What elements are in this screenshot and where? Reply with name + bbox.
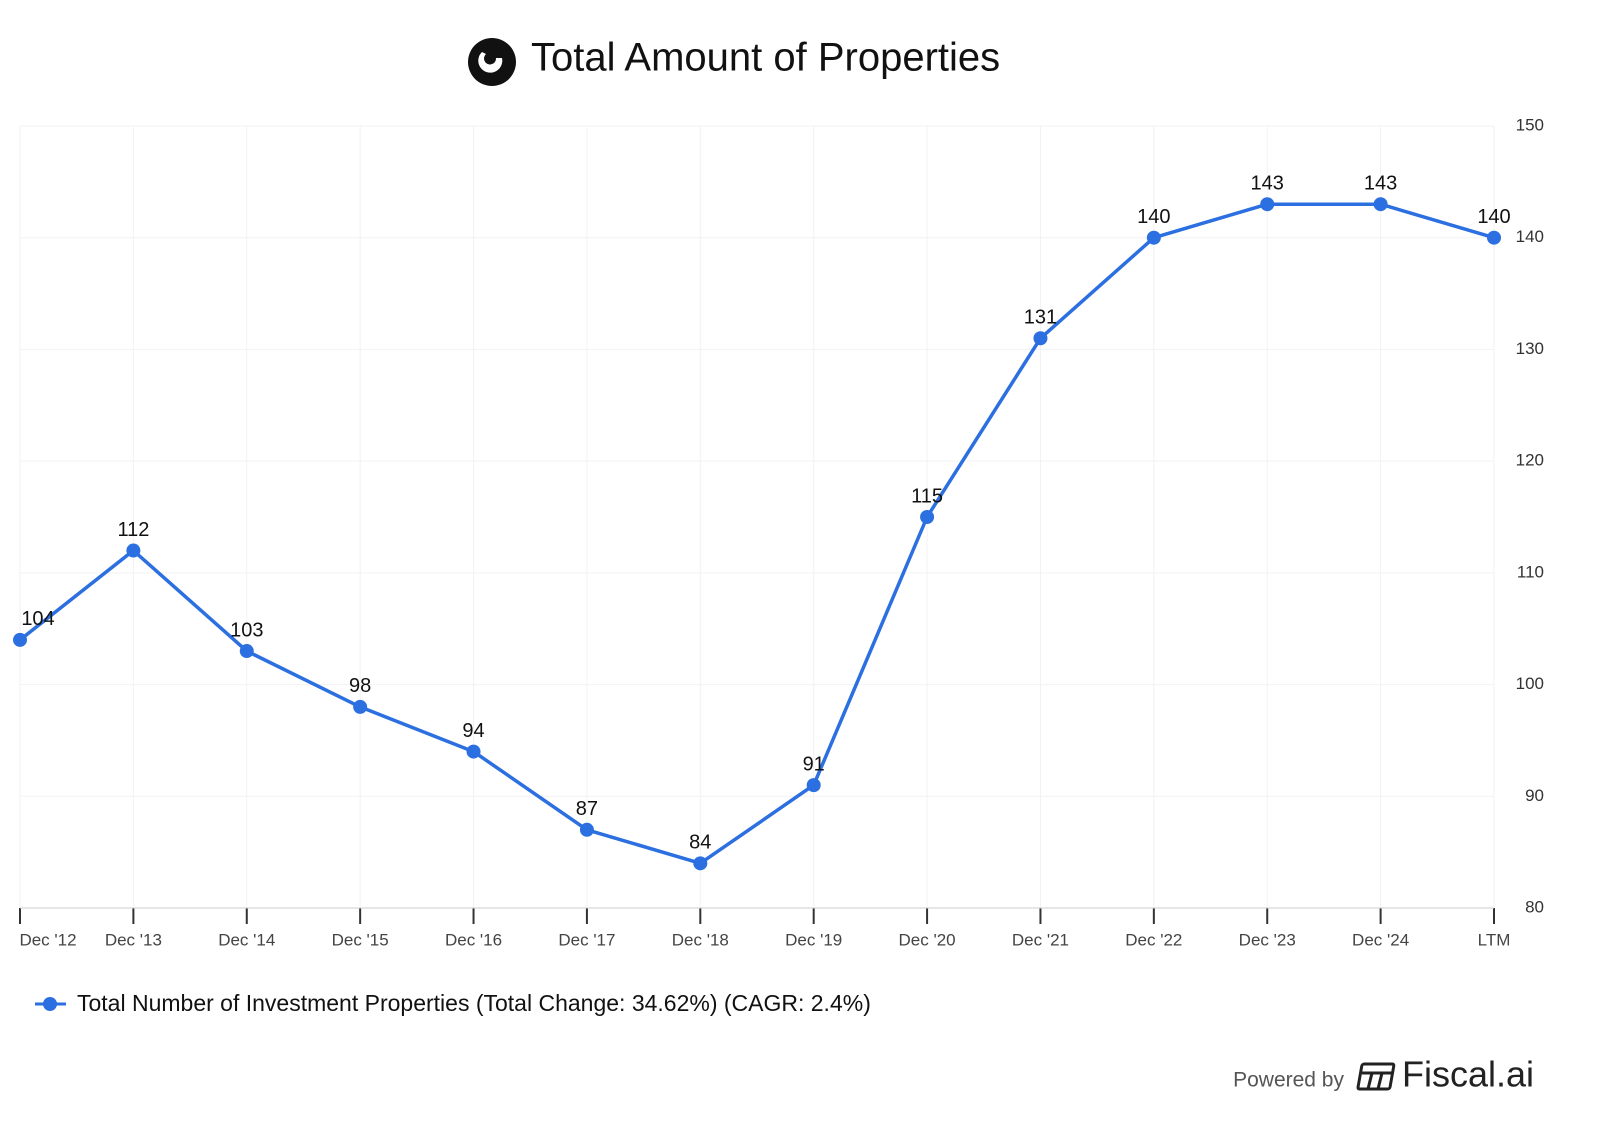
footer-brand: Fiscal.ai bbox=[1402, 1054, 1534, 1095]
series-line bbox=[18, 202, 1495, 866]
data-label: 98 bbox=[349, 675, 371, 697]
x-tick-label: Dec '24 bbox=[1352, 930, 1409, 949]
point bbox=[1487, 230, 1501, 245]
x-tick-label: Dec '17 bbox=[558, 930, 615, 949]
data-label: 115 bbox=[911, 485, 943, 507]
point bbox=[13, 632, 27, 647]
x-tick-label: Dec '19 bbox=[785, 930, 842, 949]
x-tick-label: Dec '22 bbox=[1125, 930, 1182, 949]
legend-marker bbox=[43, 997, 57, 1011]
x-tick-label: Dec '13 bbox=[105, 930, 162, 949]
x-tick-label: Dec '12 bbox=[19, 930, 76, 949]
data-label: 87 bbox=[576, 798, 598, 820]
y-tick-label: 90 bbox=[1525, 786, 1544, 805]
x-tick-label: Dec '18 bbox=[672, 930, 729, 949]
data-label: 140 bbox=[1137, 206, 1170, 228]
point bbox=[1373, 197, 1388, 212]
y-tick-label: 140 bbox=[1516, 227, 1544, 246]
footer-icon bbox=[1356, 1062, 1396, 1091]
y-tick-label: 130 bbox=[1516, 339, 1544, 358]
point bbox=[353, 699, 368, 714]
chart-title: Total Amount of Properties bbox=[531, 36, 1000, 80]
y-tick-label: 100 bbox=[1516, 674, 1544, 693]
x-tick-label: Dec '14 bbox=[218, 930, 275, 949]
y-tick-label: 150 bbox=[1516, 115, 1544, 134]
point bbox=[693, 856, 708, 871]
y-tick-label: 80 bbox=[1525, 897, 1544, 916]
data-label: 143 bbox=[1251, 172, 1284, 194]
data-label: 84 bbox=[689, 832, 711, 854]
x-tick-label: Dec '21 bbox=[1012, 930, 1069, 949]
footer-prefix: Powered by bbox=[1233, 1069, 1344, 1092]
data-label: 103 bbox=[230, 619, 263, 641]
data-label: 140 bbox=[1477, 206, 1510, 228]
x-tick-label: Dec '16 bbox=[445, 930, 502, 949]
data-label: 112 bbox=[117, 519, 149, 541]
point bbox=[806, 778, 821, 793]
point bbox=[1146, 230, 1161, 245]
point bbox=[466, 744, 481, 759]
logo bbox=[468, 38, 516, 86]
y-tick-label: 110 bbox=[1517, 562, 1544, 581]
point bbox=[126, 543, 141, 558]
x-tick-label: Dec '15 bbox=[332, 930, 389, 949]
data-label: 143 bbox=[1364, 172, 1397, 194]
point bbox=[920, 510, 935, 524]
data-label: 104 bbox=[21, 608, 54, 630]
point bbox=[1033, 331, 1048, 346]
point bbox=[239, 644, 254, 659]
x-tick-label: Dec '20 bbox=[899, 930, 956, 949]
x-tick-label: Dec '23 bbox=[1239, 930, 1296, 949]
data-label: 94 bbox=[462, 720, 484, 742]
point bbox=[579, 822, 594, 837]
x-tick-label: LTM bbox=[1478, 930, 1511, 949]
legend-label: Total Number of Investment Properties (T… bbox=[77, 990, 871, 1016]
point bbox=[1260, 197, 1275, 212]
data-label: 131 bbox=[1024, 307, 1057, 329]
y-tick-label: 120 bbox=[1516, 451, 1544, 470]
data-label: 91 bbox=[803, 753, 825, 775]
